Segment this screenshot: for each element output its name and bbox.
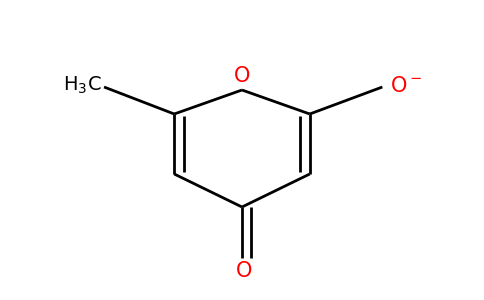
Text: O: O: [234, 65, 250, 86]
Text: H$_3$C: H$_3$C: [63, 75, 102, 96]
Text: O$^-$: O$^-$: [390, 76, 422, 95]
Text: O: O: [236, 261, 253, 281]
